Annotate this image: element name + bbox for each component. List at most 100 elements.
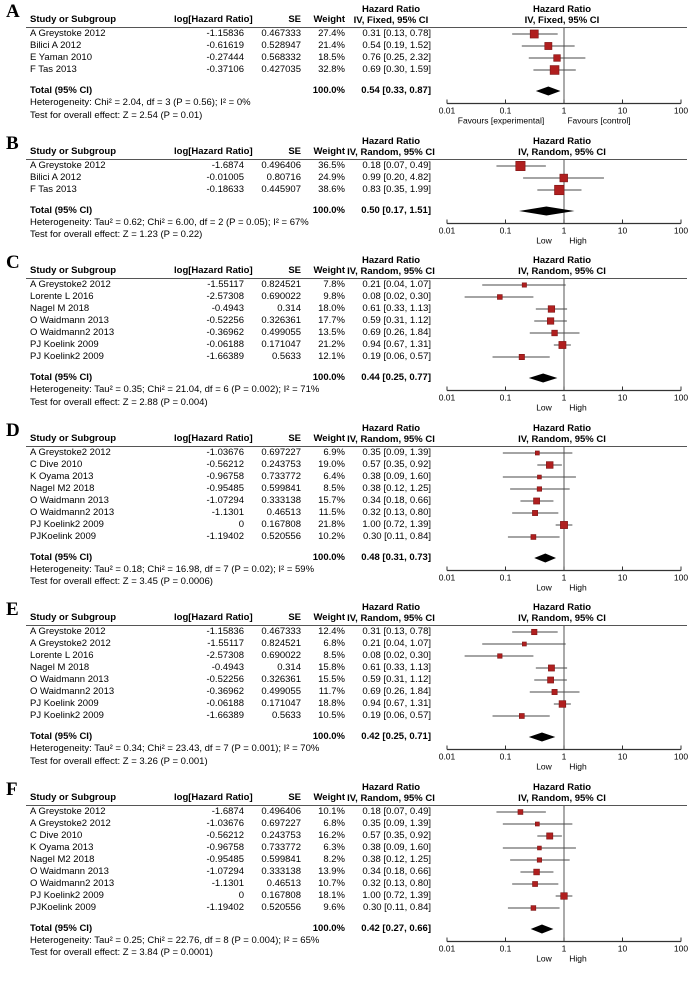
estimate-value: 0.54 [0.19, 1.52] <box>362 40 431 51</box>
loghr-value: -0.96758 <box>206 470 244 482</box>
study-row: Lorente L 2016 -2.57308 0.690022 9.8% 0.08 [… <box>26 291 691 303</box>
col-header-study: Study or Subgroup <box>30 791 117 803</box>
study-row: C Dive 2010 -0.56212 0.243753 16.2% 0.57 [0.… <box>26 830 691 842</box>
axis-tick-label: 1 <box>562 943 567 953</box>
effect-square <box>497 294 503 300</box>
study-name: PJ Koelink2 2009 <box>30 518 104 530</box>
col-header-loghr: log[Hazard Ratio] <box>174 791 253 803</box>
col-header-se: SE <box>288 145 301 157</box>
total-row: Total (95% CI) 100.0% 0.48 [0.31, 0.73] <box>26 552 691 564</box>
study-row: A Greystoke2 2012 -1.03676 0.697227 6.9% 0.3… <box>26 447 691 459</box>
se-value: 0.467333 <box>261 28 301 39</box>
overall-effect-text: Test for overall effect: Z = 1.23 (P = 0… <box>30 229 203 240</box>
study-row: O Waidmann 2013 -0.52256 0.326361 15.5% 0.59… <box>26 674 691 686</box>
weight-value: 15.5% <box>318 674 345 685</box>
axis-tick-label: 0.1 <box>500 106 512 116</box>
estimate-value: 0.42 [0.25, 0.71] <box>361 731 431 742</box>
study-row: F Tas 2013 -0.18633 0.445907 38.6% 0.83 [0.3… <box>26 184 691 196</box>
loghr-value: -1.15836 <box>206 626 244 637</box>
se-value <box>244 85 301 97</box>
col-header-se: SE <box>288 265 301 276</box>
axis-left-label: Low <box>536 953 552 963</box>
study-name: K Oyama 2013 <box>30 841 94 853</box>
se-value <box>244 205 301 217</box>
study-row: A Greystoke 2012 -1.6874 0.496406 10.1% 0.18… <box>26 806 691 818</box>
table-and-plot: A Greystoke 2012 -1.15836 0.467333 27.4% 0.3… <box>26 28 691 128</box>
se-value: 0.167808 <box>261 889 301 901</box>
study-row: E Yaman 2010 -0.27444 0.568332 18.5% 0.76 [0… <box>26 52 691 64</box>
col-header-estimate: Hazard Ratio IV, Random, 95% CI <box>345 423 437 445</box>
effect-square <box>554 184 565 195</box>
se-value: 0.496406 <box>261 159 301 171</box>
estimate-value: 0.48 [0.31, 0.73] <box>361 551 431 563</box>
study-name: Total (95% CI) <box>30 85 93 96</box>
estimate-value: 1.00 [0.72, 1.39] <box>362 889 431 901</box>
effect-square <box>530 904 537 911</box>
weight-value: 11.7% <box>318 686 345 697</box>
col-header-study: Study or Subgroup <box>30 265 117 276</box>
study-row: O Waidmann2 2013 -1.1301 0.46513 10.7% 0.32 … <box>26 878 691 890</box>
weight-value: 9.6% <box>323 901 345 913</box>
se-value: 0.467333 <box>261 626 301 637</box>
study-name: Total (95% CI) <box>30 204 93 216</box>
overall-effect-text: Test for overall effect: Z = 3.26 (P = 0… <box>30 755 208 767</box>
col-header-weight: Weight <box>313 265 346 276</box>
study-name: PJKoelink 2009 <box>30 901 97 913</box>
heterogeneity-text: Heterogeneity: Tau² = 0.35; Chi² = 21.04… <box>30 384 320 395</box>
study-row: PJ Koelink2 2009 0 0.167808 18.1% 1.00 [0.72… <box>26 890 691 902</box>
table-and-plot: A Greystoke2 2012 -1.55117 0.824521 7.8% 0.2… <box>26 279 691 415</box>
se-value: 0.46513 <box>266 506 301 518</box>
col-header-estimate-line1: Hazard Ratio <box>361 135 421 147</box>
forest-panel: C Study or Subgroup log[Hazard Ratio] SE… <box>0 253 691 415</box>
study-name: O Waidmann2 2013 <box>30 327 115 338</box>
loghr-value <box>174 731 244 743</box>
se-value: 0.326361 <box>261 315 301 326</box>
weight-value: 18.5% <box>318 52 345 63</box>
se-value: 0.824521 <box>261 638 301 649</box>
estimate-value: 0.76 [0.25, 2.32] <box>362 52 431 63</box>
effect-square <box>558 700 567 708</box>
total-diamond <box>518 206 575 215</box>
overall-effect-text: Test for overall effect: Z = 2.54 (P = 0… <box>30 109 203 121</box>
study-row: A Greystoke2 2012 -1.55117 0.824521 6.8% 0.2… <box>26 638 691 650</box>
study-name: O Waidmann2 2013 <box>30 686 115 697</box>
col-header-study: Study or Subgroup <box>30 145 117 157</box>
se-value: 0.326361 <box>261 674 301 685</box>
effect-square <box>558 341 567 349</box>
panel-body: Study or Subgroup log[Hazard Ratio] SE W… <box>26 136 691 248</box>
study-name: Total (95% CI) <box>30 551 93 563</box>
loghr-value <box>174 923 244 935</box>
axis-tick-label: 1 <box>562 225 567 235</box>
table-header-columns: Study or Subgroup log[Hazard Ratio] SE W… <box>26 602 437 626</box>
overall-effect-text: Test for overall effect: Z = 3.84 (P = 0… <box>30 947 213 958</box>
col-header-weight: Weight <box>313 791 346 803</box>
forest-plot-canvas: 0.01 0.1 1 10 100 Favours [experimental] Favou… <box>439 28 688 126</box>
forest-plot-canvas: 0.01 0.1 1 10 100 Low High <box>439 446 688 592</box>
loghr-value: -0.4943 <box>211 662 244 673</box>
effect-square <box>517 808 524 815</box>
effect-square <box>547 305 556 313</box>
study-name: Total (95% CI) <box>30 922 93 934</box>
col-header-estimate-line1: Hazard Ratio <box>361 422 421 434</box>
loghr-value: -1.6874 <box>211 159 244 171</box>
loghr-value: 0 <box>238 889 244 901</box>
table-header-row: Study or Subgroup log[Hazard Ratio] SE W… <box>26 136 691 160</box>
loghr-value: -0.61619 <box>206 40 244 51</box>
weight-value: 21.2% <box>318 339 345 350</box>
se-value <box>244 923 301 935</box>
se-value: 0.690022 <box>261 650 301 661</box>
axis-right-label: High <box>569 403 587 413</box>
heterogeneity-text: Heterogeneity: Tau² = 0.62; Chi² = 6.00,… <box>30 216 309 228</box>
se-value: 0.333138 <box>261 865 301 877</box>
effect-square <box>553 54 561 62</box>
axis-tick-label: 0.01 <box>439 225 456 235</box>
loghr-value: -1.15836 <box>206 28 244 39</box>
estimate-value: 0.34 [0.18, 0.66] <box>362 494 431 506</box>
axis-tick-label: 0.1 <box>500 752 512 762</box>
study-name: F Tas 2013 <box>30 64 77 75</box>
col-header-estimate: Hazard Ratio IV, Random, 95% CI <box>345 782 437 804</box>
study-row: A Greystoke2 2012 -1.03676 0.697227 6.8% 0.3… <box>26 818 691 830</box>
axis-left-label: Low <box>536 403 552 413</box>
study-name: F Tas 2013 <box>30 183 77 195</box>
estimate-value: 0.83 [0.35, 1.99] <box>362 183 431 195</box>
